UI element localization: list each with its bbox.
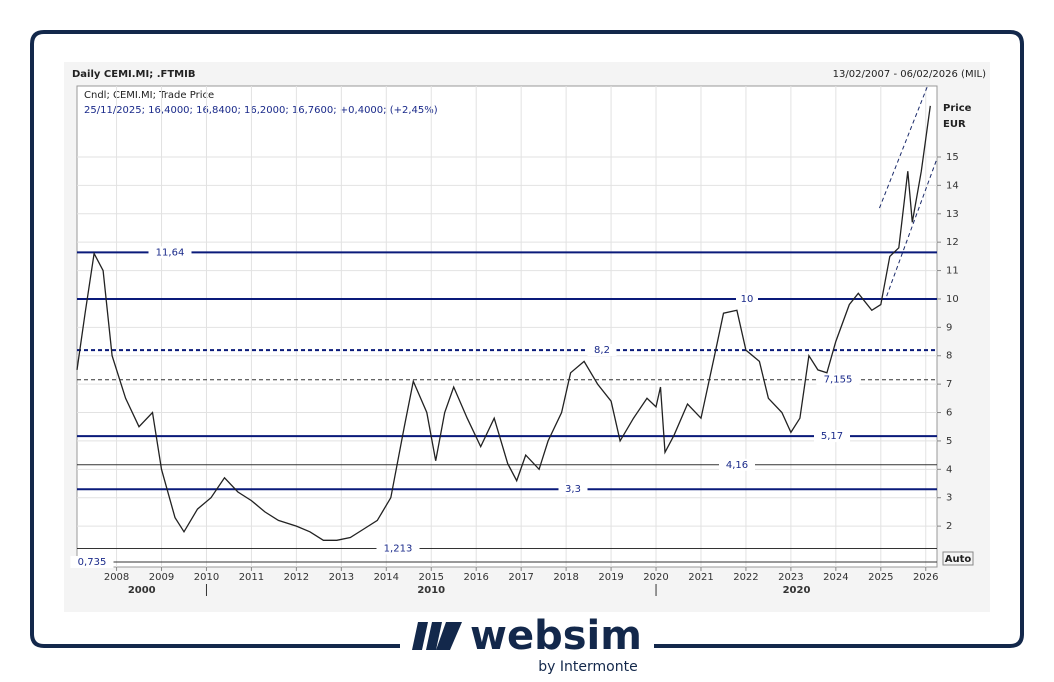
x-tick-label: 2020 [643, 572, 668, 583]
legend-detail: 25/11/2025; 16,4000; 16,8400; 16,2000; 1… [84, 105, 438, 116]
y-tick-label: 15 [946, 152, 959, 163]
x-tick-label: 2021 [688, 572, 713, 583]
logo-icon [412, 622, 462, 650]
x-tick-label: 2018 [553, 572, 578, 583]
y-tick-label: 9 [946, 322, 952, 333]
level-label-bg [148, 246, 192, 259]
x-tick-label: 2011 [239, 572, 264, 583]
y-tick-label: 2 [946, 521, 952, 532]
logo: websim by Intermonte [412, 613, 642, 675]
auto-button-label[interactable]: Auto [945, 554, 972, 565]
x-tick-label: 2017 [508, 572, 533, 583]
level-label-bg [736, 292, 758, 305]
y-tick-label: 12 [946, 237, 959, 248]
y-tick-label: 5 [946, 436, 952, 447]
logo-name: websim [470, 613, 642, 659]
level-label-bg [587, 344, 617, 357]
y-label: Price [943, 103, 972, 114]
y-tick-label: 3 [946, 493, 952, 504]
level-label: 3,3 [565, 484, 581, 495]
decade-label: 2010 [417, 585, 445, 596]
x-tick-label: 2016 [463, 572, 488, 583]
level-label-bg [376, 542, 420, 555]
y-tick-label: 11 [946, 266, 959, 277]
x-tick-label: 2013 [329, 572, 354, 583]
legend-header: Cndl; CEMI.MI; Trade Price [84, 90, 214, 101]
y-tick-label: 14 [946, 180, 959, 191]
level-label: 0,735 [78, 557, 107, 568]
x-tick-label: 2023 [778, 572, 803, 583]
auto-button[interactable] [942, 551, 974, 566]
level-label: 5,17 [821, 431, 843, 442]
y-tick-label: 4 [946, 464, 952, 475]
y-tick-label: 7 [946, 379, 952, 390]
y-tick-label: 6 [946, 408, 952, 419]
level-label-bg [814, 430, 850, 443]
x-tick-label: 2025 [868, 572, 893, 583]
plot-area [76, 85, 938, 568]
level-label: 8,2 [594, 345, 610, 356]
level-label: 4,16 [726, 460, 748, 471]
trend-line [878, 85, 929, 209]
y-tick-label: 10 [946, 294, 959, 305]
level-label: 1,213 [384, 543, 413, 554]
y-tick-label: 8 [946, 351, 952, 362]
x-tick-label: 2022 [733, 572, 758, 583]
level-label-bg [816, 373, 860, 386]
x-tick-label: 2014 [374, 572, 399, 583]
y-tick-label: 13 [946, 209, 959, 220]
level-label-bg [70, 556, 114, 569]
x-tick-label: 2008 [104, 572, 129, 583]
x-tick-label: 2026 [913, 572, 938, 583]
x-tick-label: 2019 [598, 572, 623, 583]
price-line [76, 105, 931, 541]
level-label-bg [558, 483, 588, 496]
x-tick-label: 2012 [284, 572, 309, 583]
logo-tagline: by Intermonte [538, 659, 637, 675]
decade-label: 2020 [783, 585, 811, 596]
decade-label: 2000 [128, 585, 156, 596]
frame [30, 30, 1024, 648]
x-tick-label: 2015 [419, 572, 444, 583]
y-label: EUR [943, 119, 966, 130]
level-label: 10 [741, 294, 754, 305]
trend-line [886, 159, 938, 297]
x-tick-label: 2009 [149, 572, 174, 583]
level-label-bg [719, 458, 755, 471]
level-label: 11,64 [156, 247, 185, 258]
x-tick-label: 2010 [194, 572, 219, 583]
chart-title: Daily CEMI.MI; .FTMIB [72, 69, 195, 80]
date-range: 13/02/2007 - 06/02/2026 (MIL) [833, 69, 986, 80]
level-label: 7,155 [824, 375, 853, 386]
x-tick-label: 2024 [823, 572, 848, 583]
